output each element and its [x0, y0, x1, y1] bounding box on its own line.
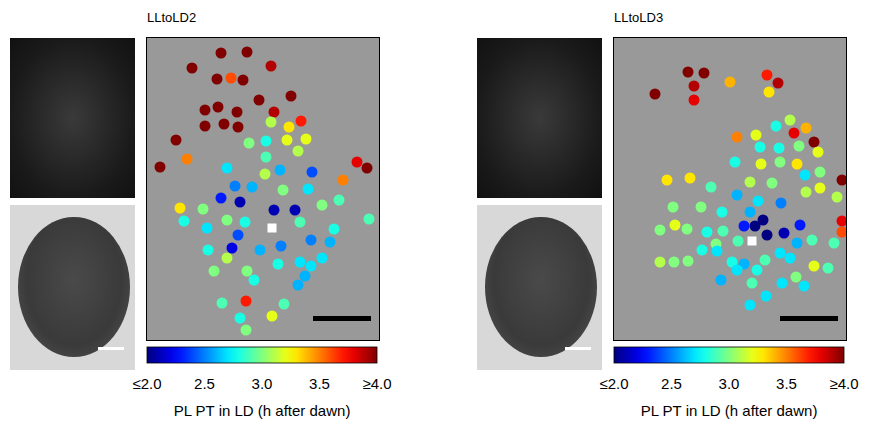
html-text:PL PT in LD (h after dawn): PL PT in LD (h after dawn)	[640, 402, 818, 419]
svg-text:≥4.0: ≥4.0	[829, 375, 858, 392]
html-text:PL PT in LD (h after dawn): PL PT in LD (h after dawn)	[173, 402, 351, 419]
html-text:LLtoLD3: LLtoLD3	[614, 10, 664, 25]
svg-text:3.5: 3.5	[776, 375, 797, 392]
svg-text:3.0: 3.0	[719, 375, 740, 392]
svg-text:2.5: 2.5	[661, 375, 682, 392]
svg-text:≥4.0: ≥4.0	[362, 375, 391, 392]
svg-text:≤2.0: ≤2.0	[132, 375, 161, 392]
svg-text:≤2.0: ≤2.0	[599, 375, 628, 392]
svg-text:2.5: 2.5	[194, 375, 215, 392]
svg-text:3.0: 3.0	[252, 375, 273, 392]
svg-text:3.5: 3.5	[309, 375, 330, 392]
html-text:LLtoLD2: LLtoLD2	[147, 10, 197, 25]
